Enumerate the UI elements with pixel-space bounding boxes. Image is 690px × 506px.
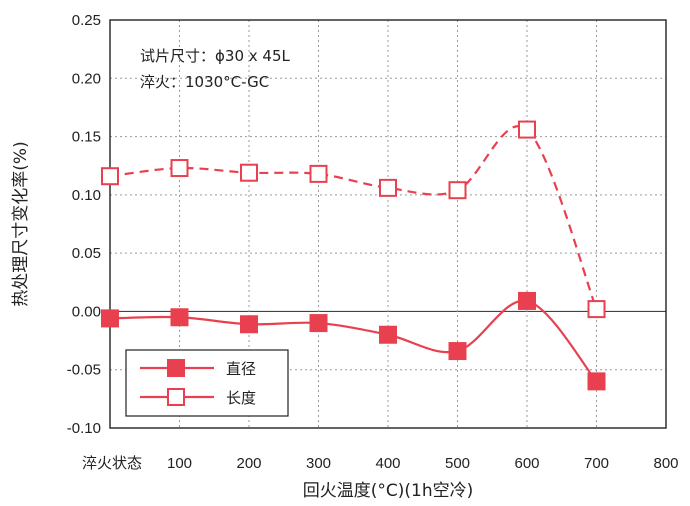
legend-label: 长度: [226, 389, 256, 407]
diameter-marker: [518, 291, 536, 310]
legend-marker: [167, 359, 185, 377]
x-tick-label: 淬火状态: [82, 455, 142, 472]
y-tick-label: 0.25: [72, 12, 101, 29]
y-tick-label: 0.05: [72, 245, 101, 262]
plot-frame: [109, 19, 667, 429]
annotation-quench: 淬火：1030°C-GC: [140, 73, 269, 91]
length-marker: [101, 167, 119, 186]
legend-label: 直径: [226, 360, 256, 378]
x-tick-label: 300: [306, 455, 331, 472]
x-axis-label: 回火温度(°C)(1h空冷): [303, 481, 474, 501]
y-tick-label: 0.00: [72, 303, 101, 320]
length-marker: [170, 159, 189, 178]
x-tick-label: 600: [514, 455, 539, 472]
x-tick-label: 400: [375, 455, 400, 472]
length-marker: [309, 164, 328, 183]
y-tick-label: -0.05: [67, 362, 101, 379]
legend-box: [125, 349, 289, 417]
x-tick-label: 500: [445, 455, 470, 472]
y-axis-label: 热处理尺寸变化率(%): [11, 141, 31, 306]
diameter-marker: [240, 315, 258, 334]
diameter-marker: [309, 314, 328, 333]
length-marker: [448, 181, 467, 200]
y-tick-label: 0.10: [72, 187, 101, 204]
x-tick-label: 100: [167, 455, 192, 472]
y-tick-label: -0.10: [67, 420, 101, 437]
length-marker: [518, 120, 536, 139]
annotation-specimen: 试片尺寸：ϕ30 x 45L: [140, 47, 290, 65]
y-tick-labels: 0.25 0.20 0.15 0.10 0.05 0.00 -0.05 -0.10: [67, 12, 101, 437]
diameter-marker: [170, 308, 189, 327]
length-marker: [587, 300, 606, 319]
diameter-marker: [587, 372, 606, 391]
legend-marker: [167, 388, 185, 406]
y-tick-label: 0.20: [72, 70, 101, 87]
x-tick-label: 700: [584, 455, 609, 472]
diameter-marker: [448, 342, 467, 361]
length-marker: [240, 163, 258, 182]
x-tick-label: 800: [653, 455, 678, 472]
length-series-line: [109, 125, 598, 310]
diameter-marker: [101, 309, 119, 328]
series-layer: [101, 120, 606, 391]
x-tick-labels: 淬火状态 100 200 300 400 500 600 700 800: [82, 455, 679, 472]
y-tick-label: 0.15: [72, 129, 101, 146]
length-marker: [379, 178, 397, 197]
x-tick-label: 200: [236, 455, 261, 472]
diameter-marker: [379, 325, 397, 344]
